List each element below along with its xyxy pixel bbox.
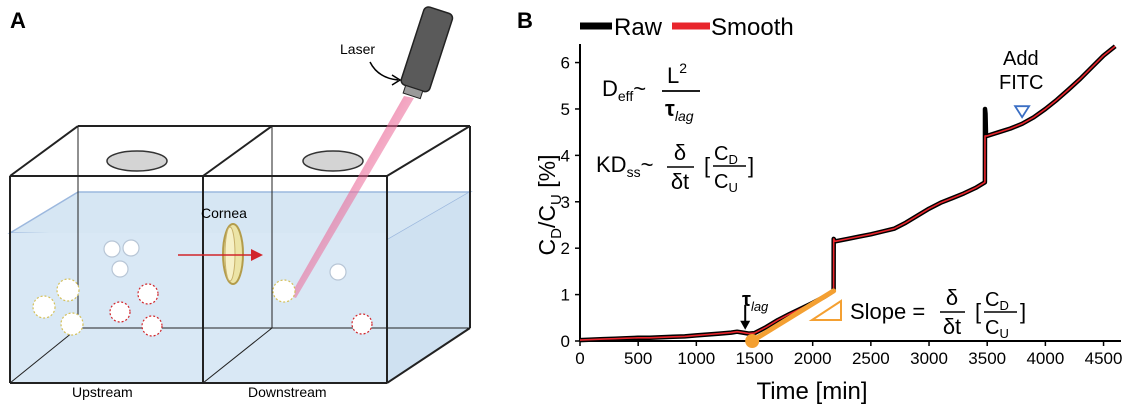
upstream-label: Upstream bbox=[72, 384, 133, 400]
kd-equation: KDss~ δ δt [ CD CU ] bbox=[596, 140, 754, 195]
panel-a-label: A bbox=[10, 8, 26, 33]
svg-text:CD: CD bbox=[714, 143, 738, 167]
port-upstream bbox=[106, 150, 168, 172]
add-fitc-label-line1: Add bbox=[1003, 48, 1039, 70]
x-tick-label: 500 bbox=[624, 349, 652, 368]
y-tick-label: 3 bbox=[561, 193, 570, 212]
tau-lag-arrowhead bbox=[740, 320, 751, 330]
x-tick-label: 4500 bbox=[1085, 349, 1123, 368]
x-axis-label: Time [min] bbox=[756, 378, 867, 404]
y-tick-label: 0 bbox=[561, 332, 570, 351]
x-tick-label: 0 bbox=[575, 349, 584, 368]
upstream-particles bbox=[103, 239, 347, 281]
tau-lag-label: τlag bbox=[742, 289, 769, 314]
x-tick-label: 3500 bbox=[968, 349, 1006, 368]
laser-device bbox=[400, 6, 454, 100]
cornea-label: Cornea bbox=[201, 205, 247, 221]
legend-smooth-label: Smooth bbox=[711, 14, 794, 41]
svg-text:CD: CD bbox=[985, 289, 1009, 313]
red-particles bbox=[109, 283, 373, 337]
y-axis-label: CD/CU [%] bbox=[534, 155, 565, 256]
svg-text:δt: δt bbox=[943, 314, 961, 339]
panel-b: B Raw Smooth CD/CU [%] Time [min] 0 500 10… bbox=[517, 8, 1122, 404]
svg-text:CU: CU bbox=[985, 317, 1009, 341]
x-tick-label: 2000 bbox=[794, 349, 832, 368]
laser-label: Laser bbox=[340, 41, 375, 57]
svg-text:δ: δ bbox=[946, 285, 958, 310]
svg-text:τlag: τlag bbox=[665, 96, 694, 124]
svg-text:L2: L2 bbox=[667, 60, 687, 88]
y-tick-label: 4 bbox=[561, 146, 570, 165]
y-tick-label: 2 bbox=[561, 239, 570, 258]
svg-text:KDss~: KDss~ bbox=[596, 152, 653, 180]
laser-pointer-arrow bbox=[369, 61, 399, 81]
svg-text:δt: δt bbox=[671, 169, 689, 194]
svg-text:Deff~: Deff~ bbox=[602, 76, 646, 104]
svg-text:]: ] bbox=[1020, 299, 1026, 324]
x-tick-label: 1000 bbox=[677, 349, 715, 368]
panel-a: A bbox=[7, 6, 473, 400]
svg-text:[: [ bbox=[975, 299, 981, 324]
water-right-side bbox=[387, 192, 470, 383]
deff-equation: Deff~ L2 τlag bbox=[602, 60, 700, 124]
fitc-dextran-particles bbox=[32, 278, 296, 336]
add-fitc-label-line2: FITC bbox=[999, 72, 1043, 94]
y-tick-label: 5 bbox=[561, 100, 570, 119]
port-downstream bbox=[302, 150, 364, 172]
add-fitc-marker bbox=[1013, 105, 1031, 119]
svg-text:CU: CU bbox=[714, 171, 738, 195]
chart-axes: 0 500 1000 1500 2000 2500 3000 3500 4000 4500 0 1 2 3… bbox=[561, 44, 1123, 368]
y-tick-label: 1 bbox=[561, 286, 570, 305]
slope-fit-line bbox=[749, 288, 837, 344]
series-smooth-line bbox=[579, 45, 1116, 341]
x-tick-label: 2500 bbox=[852, 349, 890, 368]
slope-equation: Slope = δ δt [ CD CU ] bbox=[808, 285, 1026, 341]
legend: Raw Smooth bbox=[580, 14, 794, 41]
svg-text:[: [ bbox=[704, 153, 710, 178]
x-tick-label: 4000 bbox=[1026, 349, 1064, 368]
svg-text:Slope =: Slope = bbox=[850, 299, 925, 324]
chart-plot bbox=[579, 44, 1117, 348]
panel-b-label: B bbox=[517, 8, 533, 33]
laser-beam bbox=[290, 96, 414, 298]
chamber-box bbox=[9, 125, 471, 384]
lag-time-point bbox=[745, 334, 760, 348]
y-tick-label: 6 bbox=[561, 54, 570, 73]
x-tick-label: 1500 bbox=[736, 349, 774, 368]
legend-raw-label: Raw bbox=[614, 14, 663, 41]
svg-text:δ: δ bbox=[674, 140, 686, 165]
x-tick-label: 3000 bbox=[910, 349, 948, 368]
downstream-label: Downstream bbox=[248, 384, 327, 400]
svg-text:]: ] bbox=[748, 153, 754, 178]
water-front bbox=[10, 233, 387, 383]
